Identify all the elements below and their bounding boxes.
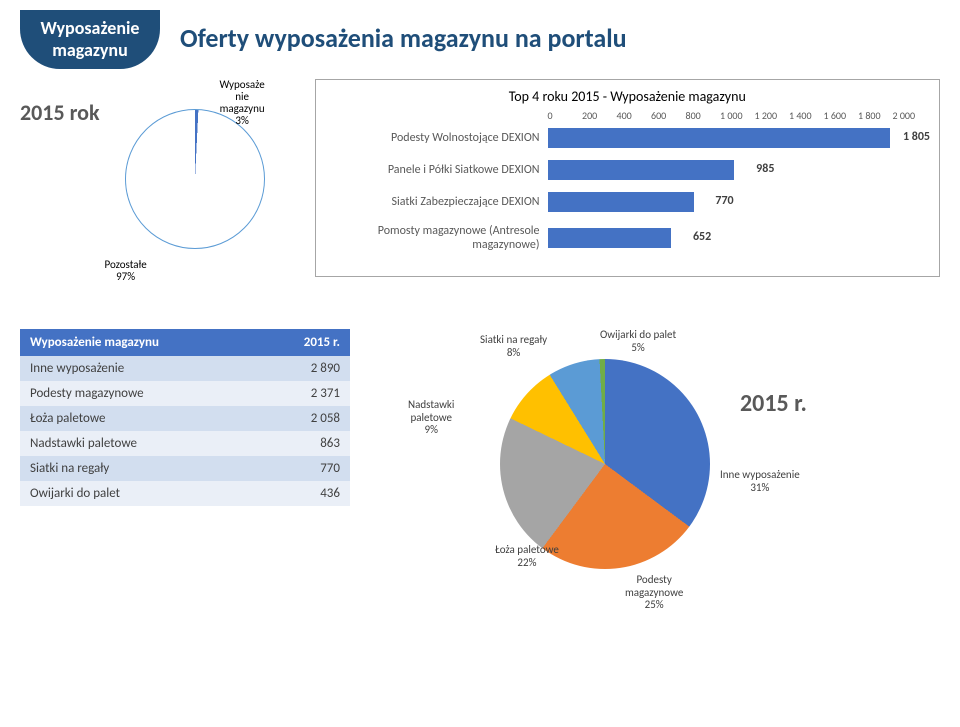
bar-row: Podesty Wolnostojące DEXION1 805 [328, 128, 927, 148]
small-pie-label-2: Pozostałe97% [105, 259, 147, 283]
x-tick: 1 800 [858, 109, 893, 122]
x-tick: 1 000 [720, 109, 755, 122]
pie-slice-label: Nadstawkipaletowe9% [408, 399, 454, 437]
table-header-value: 2015 r. [260, 329, 350, 356]
pie-slice-label: Podestymagazynowe25% [625, 574, 683, 612]
x-tick: 400 [617, 109, 652, 122]
bar-value: 1 805 [903, 130, 930, 144]
table-row: Siatki na regały770 [20, 456, 350, 481]
badge-line1: Wyposażenie [41, 17, 140, 39]
bar-chart-title: Top 4 roku 2015 - Wyposażenie magazynu [328, 88, 927, 105]
bar-label: Siatki Zabezpieczające DEXION [328, 195, 548, 209]
bar-value: 652 [693, 230, 711, 244]
bar-row: Siatki Zabezpieczające DEXION770 [328, 192, 927, 212]
table-cell-value: 2 890 [260, 356, 350, 381]
bar-label: Panele i Półki Siatkowe DEXION [328, 163, 548, 177]
x-tick: 800 [686, 109, 721, 122]
x-tick: 600 [651, 109, 686, 122]
table-cell-name: Inne wyposażenie [20, 356, 260, 381]
table-header-name: Wyposażenie magazynu [20, 329, 260, 356]
small-pie-label-1: Wyposażeniemagazynu3% [220, 79, 265, 127]
table-cell-value: 2 058 [260, 406, 350, 431]
table-row: Inne wyposażenie2 890 [20, 356, 350, 381]
table-cell-name: Siatki na regały [20, 456, 260, 481]
bar-fill: 770 [548, 192, 694, 212]
table-cell-value: 436 [260, 481, 350, 506]
bar-chart-x-axis: 02004006008001 0001 2001 4001 6001 8002 … [548, 109, 927, 122]
x-tick: 1 200 [755, 109, 790, 122]
bar-chart-bars: Podesty Wolnostojące DEXION1 805Panele i… [328, 128, 927, 252]
table-cell-name: Nadstawki paletowe [20, 431, 260, 456]
big-pie-chart: Inne wyposażenie31% Podestymagazynowe25% Ł… [390, 329, 820, 609]
table-row: Owijarki do palet436 [20, 481, 350, 506]
bar-row: Pomosty magazynowe (Antresole magazynowe… [328, 224, 927, 252]
bar-fill: 652 [548, 228, 672, 248]
table-row: Podesty magazynowe2 371 [20, 381, 350, 406]
big-pie-year: 2015 r. [740, 389, 807, 418]
bar-value: 770 [715, 194, 733, 208]
x-tick: 2 000 [893, 109, 928, 122]
table-cell-value: 2 371 [260, 381, 350, 406]
page-title: Oferty wyposażenia magazynu na portalu [180, 22, 627, 54]
bar-row: Panele i Półki Siatkowe DEXION985 [328, 160, 927, 180]
bar-fill: 985 [548, 160, 735, 180]
bar-fill: 1 805 [548, 128, 890, 148]
bar-value: 985 [756, 162, 774, 176]
table-cell-name: Podesty magazynowe [20, 381, 260, 406]
x-tick: 0 [548, 109, 583, 122]
year-label: 2015 rok [20, 99, 100, 126]
x-tick: 1 600 [824, 109, 859, 122]
section-badge: Wyposażenie magazynu [20, 10, 160, 69]
pie-slice-label: Łoża paletowe22% [495, 544, 559, 569]
small-pie-chart: Wyposażeniemagazynu3% Pozostałe97% [125, 79, 295, 279]
x-tick: 1 400 [789, 109, 824, 122]
data-table: Wyposażenie magazynu 2015 r. Inne wyposa… [20, 329, 350, 506]
table-cell-name: Łoża paletowe [20, 406, 260, 431]
table-cell-value: 770 [260, 456, 350, 481]
pie-slice-label: Inne wyposażenie31% [720, 469, 800, 494]
x-tick: 200 [582, 109, 617, 122]
bar-chart: Top 4 roku 2015 - Wyposażenie magazynu 0… [315, 79, 940, 277]
table-cell-value: 863 [260, 431, 350, 456]
bar-label: Pomosty magazynowe (Antresole magazynowe… [328, 224, 548, 252]
bar-label: Podesty Wolnostojące DEXION [328, 131, 548, 145]
pie-slice-label: Owijarki do palet5% [600, 329, 676, 354]
table-row: Łoża paletowe2 058 [20, 406, 350, 431]
big-pie-graphic [500, 359, 710, 569]
table-cell-name: Owijarki do palet [20, 481, 260, 506]
small-pie-graphic [125, 109, 265, 249]
table-row: Nadstawki paletowe863 [20, 431, 350, 456]
pie-slice-label: Siatki na regały8% [480, 334, 547, 359]
badge-line2: magazynu [52, 39, 128, 61]
